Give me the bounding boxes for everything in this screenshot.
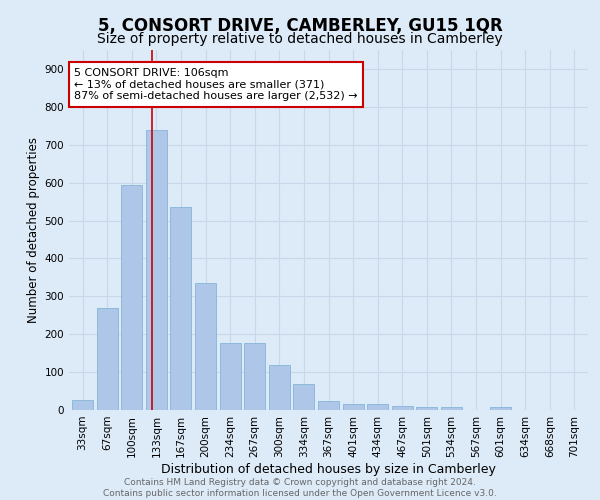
Text: Size of property relative to detached houses in Camberley: Size of property relative to detached ho… <box>97 32 503 46</box>
Bar <box>318 400 339 410</box>
Bar <box>244 342 265 410</box>
Bar <box>490 406 511 410</box>
Text: Contains HM Land Registry data © Crown copyright and database right 2024.
Contai: Contains HM Land Registry data © Crown c… <box>103 478 497 498</box>
Bar <box>170 206 191 410</box>
Bar <box>269 364 290 410</box>
Bar <box>392 406 413 410</box>
Text: 5 CONSORT DRIVE: 106sqm
← 13% of detached houses are smaller (371)
87% of semi-d: 5 CONSORT DRIVE: 106sqm ← 13% of detache… <box>74 68 358 101</box>
Bar <box>441 406 462 410</box>
Bar <box>146 130 167 410</box>
Bar <box>367 404 388 410</box>
Bar <box>195 283 216 410</box>
Bar <box>97 308 118 410</box>
Bar <box>343 404 364 410</box>
Bar <box>416 406 437 410</box>
Y-axis label: Number of detached properties: Number of detached properties <box>28 137 40 323</box>
X-axis label: Distribution of detached houses by size in Camberley: Distribution of detached houses by size … <box>161 462 496 475</box>
Bar <box>121 184 142 410</box>
Bar <box>293 384 314 410</box>
Text: 5, CONSORT DRIVE, CAMBERLEY, GU15 1QR: 5, CONSORT DRIVE, CAMBERLEY, GU15 1QR <box>98 18 502 36</box>
Bar <box>220 342 241 410</box>
Bar <box>72 400 93 410</box>
